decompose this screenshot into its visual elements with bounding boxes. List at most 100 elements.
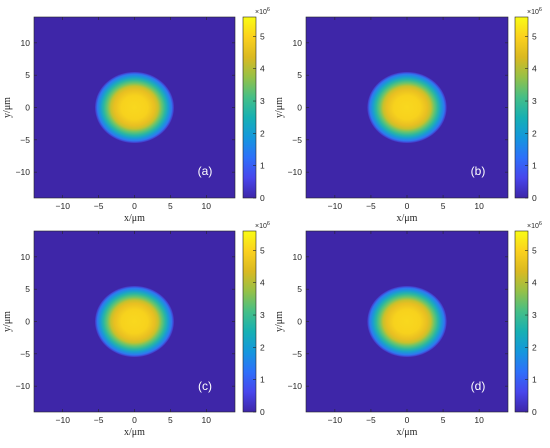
y-tick-label: 5	[297, 70, 302, 80]
x-tick-label: −5	[366, 201, 376, 211]
y-tick-label: 0	[25, 103, 30, 113]
y-tick-label: 10	[21, 252, 31, 262]
colorbar-tick-label: 3	[532, 310, 537, 320]
y-tick-label: 0	[25, 317, 30, 327]
x-tick-label: 5	[168, 415, 173, 425]
colorbar-exponent: ×106	[255, 7, 270, 16]
x-tick-label: 10	[202, 415, 212, 425]
y-tick-label: 0	[297, 317, 302, 327]
y-tick-label: −5	[20, 349, 30, 359]
intensity-spot	[95, 285, 174, 358]
colorbar-tick-label: 1	[532, 161, 537, 171]
colorbar-tick-label: 0	[532, 193, 537, 203]
x-tick-label: 5	[441, 201, 446, 211]
x-tick-label: 0	[405, 201, 410, 211]
y-axis-label: y/μm	[2, 311, 13, 332]
colorbar-tick-label: 5	[532, 31, 537, 41]
colorbar-box	[514, 16, 529, 199]
colorbar-tick-label: 5	[260, 245, 265, 255]
colorbar-tick-label: 1	[260, 161, 265, 171]
colorbar-box	[242, 16, 257, 199]
x-tick-label: −5	[94, 201, 104, 211]
y-tick-label: 10	[293, 252, 303, 262]
x-axis-label: x/μm	[397, 427, 418, 438]
colorbar-tick-label: 4	[532, 278, 537, 288]
colorbar-gradient	[243, 17, 256, 198]
x-tick-label: 10	[474, 201, 484, 211]
y-tick-label: 0	[297, 103, 302, 113]
y-tick-label: −5	[292, 349, 302, 359]
y-axis-label: y/μm	[274, 311, 285, 332]
x-tick-label: −5	[94, 415, 104, 425]
colorbar: 5 4 3 2 1 0 ×106	[514, 7, 542, 203]
colorbar-tick-label: 1	[532, 375, 537, 385]
colorbar-box	[242, 230, 257, 413]
colorbar-tick-label: 1	[260, 375, 265, 385]
colorbar-tick-label: 2	[532, 342, 537, 352]
x-tick-label: 5	[168, 201, 173, 211]
y-tick-label: −10	[16, 381, 31, 391]
y-tick-label: −10	[288, 381, 303, 391]
y-axis-label: y/μm	[2, 97, 13, 118]
panel-label: (c)	[198, 379, 212, 393]
colorbar-tick-label: 5	[260, 31, 265, 41]
y-tick-label: 5	[25, 70, 30, 80]
x-axis-label: x/μm	[397, 213, 418, 224]
colorbar-tick-label: 4	[260, 64, 265, 74]
colorbar-tick-label: 3	[532, 96, 537, 106]
x-tick-label: −5	[366, 415, 376, 425]
y-tick-label: 10	[21, 38, 31, 48]
y-tick-label: −5	[292, 135, 302, 145]
colorbar-tick-label: 4	[532, 64, 537, 74]
y-tick-label: −10	[288, 167, 303, 177]
colorbar-box	[514, 230, 529, 413]
x-axis-label: x/μm	[124, 213, 145, 224]
colorbar-gradient	[243, 231, 256, 412]
colorbar-gradient	[515, 17, 528, 198]
y-tick-label: −5	[20, 135, 30, 145]
intensity-spot	[95, 71, 174, 144]
colorbar-tick-label: 0	[260, 407, 265, 417]
intensity-spot	[367, 285, 447, 358]
colorbar-tick-label: 3	[260, 96, 265, 106]
panel-label: (d)	[471, 379, 486, 393]
colorbar-tick-label: 2	[532, 128, 537, 138]
panel-label: (a)	[198, 164, 213, 178]
x-tick-label: 0	[405, 415, 410, 425]
colorbar-exponent: ×106	[527, 7, 542, 16]
y-tick-label: −10	[16, 167, 31, 177]
colorbar-exponent: ×106	[527, 221, 542, 230]
colorbar: 5 4 3 2 1 0 ×106	[242, 7, 270, 203]
x-tick-label: −10	[328, 201, 343, 211]
colorbar: 5 4 3 2 1 0 ×106	[514, 221, 542, 417]
colorbar-tick-label: 3	[260, 310, 265, 320]
x-axis-label: x/μm	[124, 427, 145, 438]
colorbar-tick-label: 2	[260, 342, 265, 352]
colorbar-tick-label: 4	[260, 278, 265, 288]
colorbar-tick-label: 5	[532, 245, 537, 255]
colorbar-tick-label: 0	[532, 407, 537, 417]
colorbar: 5 4 3 2 1 0 ×106	[242, 221, 270, 417]
colorbar-tick-label: 2	[260, 128, 265, 138]
x-tick-label: 5	[441, 415, 446, 425]
x-tick-label: 0	[132, 201, 137, 211]
y-tick-label: 5	[25, 284, 30, 294]
colorbar-exponent: ×106	[255, 221, 270, 230]
panel-label: (b)	[471, 164, 486, 178]
x-tick-label: 10	[474, 415, 484, 425]
intensity-spot	[367, 71, 447, 144]
y-axis-label: y/μm	[274, 97, 285, 118]
x-tick-label: 0	[132, 415, 137, 425]
colorbar-tick-label: 0	[260, 193, 265, 203]
y-tick-label: 10	[293, 38, 303, 48]
y-tick-label: 5	[297, 284, 302, 294]
x-tick-label: −10	[56, 201, 71, 211]
x-tick-label: −10	[328, 415, 343, 425]
colorbar-gradient	[515, 231, 528, 412]
x-tick-label: −10	[56, 415, 71, 425]
